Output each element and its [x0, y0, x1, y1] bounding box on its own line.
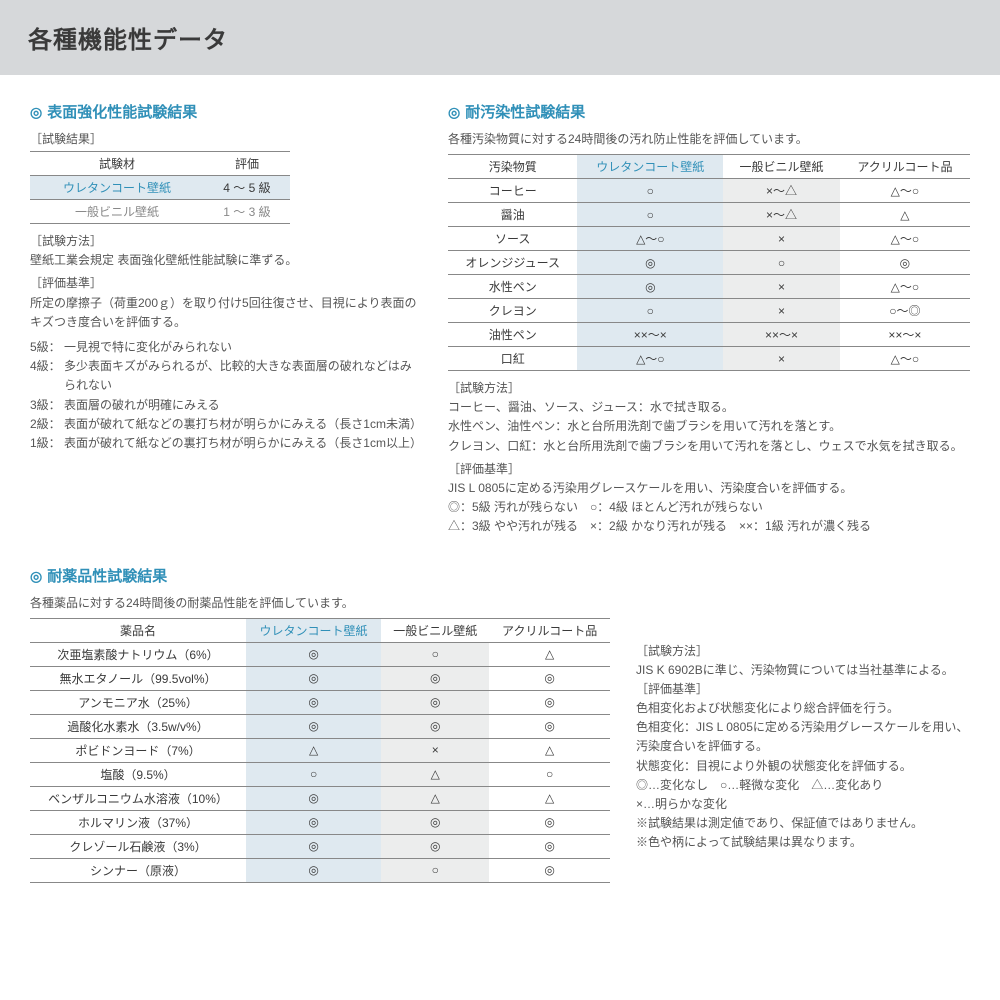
intro: 各種汚染物質に対する24時間後の汚れ防止性能を評価しています。 [448, 130, 970, 148]
rating-list: 5級：一見視で特に変化がみられない4級：多少表面キズがみられるが、比較的大きな表… [30, 338, 420, 453]
content: ◎表面強化性能試験結果 ［試験結果］ 試験材評価ウレタンコート壁紙4 ～ 5 級… [0, 75, 1000, 909]
section-title: ◎表面強化性能試験結果 [30, 101, 420, 122]
intro: 各種薬品に対する24時間後の耐薬品性能を評価しています。 [30, 594, 970, 612]
table-surface: 試験材評価ウレタンコート壁紙4 ～ 5 級一般ビニル壁紙1 ～ 3 級 [30, 151, 290, 224]
section-title: ◎耐汚染性試験結果 [448, 101, 970, 122]
section-title: ◎耐薬品性試験結果 [30, 565, 970, 586]
notes: ［試験方法］コーヒー、醤油、ソース、ジュース：水で拭き取る。水性ペン、油性ペン：… [448, 379, 970, 537]
header-bar: 各種機能性データ [0, 0, 1000, 75]
notes: ［試験方法］ 壁紙工業会規定 表面強化壁紙性能試験に準ずる。 ［評価基準］ 所定… [30, 232, 420, 332]
subhead: ［試験結果］ [30, 130, 420, 147]
section-surface-strength: ◎表面強化性能試験結果 ［試験結果］ 試験材評価ウレタンコート壁紙4 ～ 5 級… [30, 101, 420, 537]
notes: ［試験方法］JIS K 6902Bに準じ、汚染物質については当社基準による。［評… [636, 618, 970, 883]
bullet-icon: ◎ [30, 568, 42, 584]
section-stain: ◎耐汚染性試験結果 各種汚染物質に対する24時間後の汚れ防止性能を評価しています… [448, 101, 970, 537]
bullet-icon: ◎ [448, 104, 460, 120]
bullet-icon: ◎ [30, 104, 42, 120]
table-stain: 汚染物質ウレタンコート壁紙一般ビニル壁紙アクリルコート品コーヒー○×～△△～○醤… [448, 154, 970, 371]
section-chemical: ◎耐薬品性試験結果 各種薬品に対する24時間後の耐薬品性能を評価しています。 薬… [30, 565, 970, 883]
page-title: 各種機能性データ [28, 20, 972, 55]
table-chemical: 薬品名ウレタンコート壁紙一般ビニル壁紙アクリルコート品次亜塩素酸ナトリウム（6%… [30, 618, 610, 883]
